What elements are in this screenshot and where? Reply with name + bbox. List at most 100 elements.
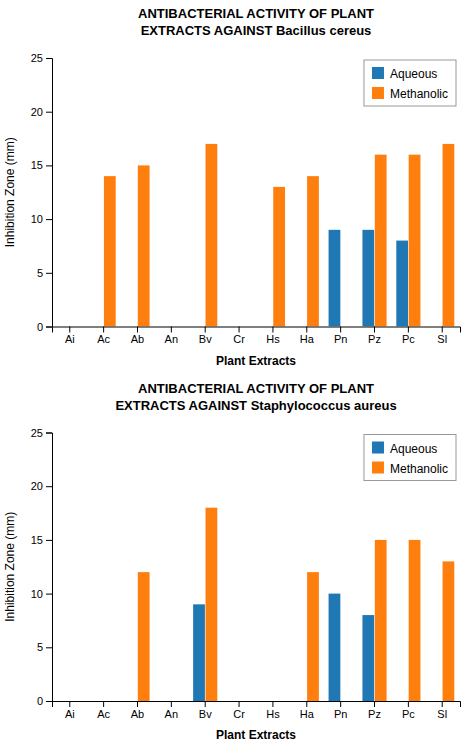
y-axis-line xyxy=(46,433,53,702)
x-tick: An xyxy=(165,327,178,346)
series xyxy=(138,508,454,701)
bar xyxy=(273,187,285,327)
bar xyxy=(430,701,442,702)
x-tick-label: Bv xyxy=(199,708,212,720)
y-tick-mark xyxy=(46,112,52,113)
bar xyxy=(104,176,116,326)
bar xyxy=(70,701,82,702)
y-tick-mark xyxy=(46,486,52,487)
x-tick-mark xyxy=(374,327,375,333)
x-tick-label: Ab xyxy=(131,333,144,345)
bar xyxy=(138,165,150,326)
bar xyxy=(295,701,307,702)
bar xyxy=(70,326,82,327)
bar xyxy=(273,701,285,702)
bar xyxy=(362,615,374,701)
x-tick: Bv xyxy=(199,701,212,720)
x-tick-mark xyxy=(171,327,172,333)
y-tick-mark xyxy=(46,540,52,541)
legend-label: Aqueous xyxy=(390,442,437,456)
bar xyxy=(104,701,116,702)
bar xyxy=(193,604,205,701)
y-tick: 25 xyxy=(31,427,52,439)
x-tick: Ai xyxy=(65,701,75,720)
bar xyxy=(172,701,184,702)
y-tick-label: 25 xyxy=(31,427,43,439)
title: ANTIBACTERIAL ACTIVITY OF PLANT xyxy=(138,6,374,21)
panel: ANTIBACTERIAL ACTIVITY OF PLANTEXTRACTS … xyxy=(3,381,461,743)
bar xyxy=(92,701,104,702)
bar xyxy=(307,176,319,326)
x-tick-mark xyxy=(442,701,443,707)
x-tick: Ab xyxy=(131,701,144,720)
x-tick-mark xyxy=(205,701,206,707)
legend-label: Aqueous xyxy=(390,67,437,81)
x-tick-label: An xyxy=(165,333,178,345)
x-tick-mark xyxy=(442,327,443,333)
y-tick-mark xyxy=(46,219,52,220)
title: EXTRACTS AGAINST Staphylococcus aureus xyxy=(115,398,396,413)
y-axis-title: Inhibition Zone (mm) xyxy=(3,137,17,247)
legend-frame xyxy=(364,60,456,106)
bar xyxy=(227,326,239,327)
plot: 0510152025AiAcAbAnBvCrHsHaPnPzPcSlPlant … xyxy=(3,52,461,367)
x-tick-label: Sl xyxy=(437,708,447,720)
x-tick-mark xyxy=(340,701,341,707)
bar xyxy=(193,326,205,327)
title: EXTRACTS AGAINST Bacillus cereus xyxy=(141,23,372,38)
y-tick-label: 5 xyxy=(37,641,43,653)
y-tick-label: 0 xyxy=(37,321,43,333)
bar xyxy=(375,155,387,327)
bar xyxy=(58,326,70,327)
x-tick-label: Cr xyxy=(233,333,245,345)
bar xyxy=(409,540,421,701)
bar xyxy=(92,326,104,327)
bars xyxy=(104,144,454,327)
x-tick: Pc xyxy=(402,327,415,346)
x-tick: Ai xyxy=(65,327,75,346)
x-tick-mark xyxy=(205,327,206,333)
x-tick: Hs xyxy=(266,327,280,346)
y-tick-mark xyxy=(46,165,52,166)
bar xyxy=(430,326,442,327)
bar xyxy=(362,230,374,327)
x-tick: Cr xyxy=(233,327,245,346)
y-tick-label: 20 xyxy=(31,106,43,118)
y-tick-label: 10 xyxy=(31,213,43,225)
y-tick-label: 15 xyxy=(31,159,43,171)
bar xyxy=(396,241,408,327)
x-tick-label: Hs xyxy=(266,708,280,720)
y-tick-label: 0 xyxy=(37,695,43,707)
y-tick: 10 xyxy=(31,213,52,225)
x-tick-label: Pz xyxy=(368,333,381,345)
x-tick-mark xyxy=(171,701,172,707)
bar xyxy=(159,701,171,702)
legend-label: Methanolic xyxy=(390,87,448,101)
y-tick: 5 xyxy=(37,641,52,653)
bar xyxy=(443,561,455,701)
legend-label: Methanolic xyxy=(390,462,448,476)
bar xyxy=(329,230,341,327)
x-tick-mark xyxy=(69,327,70,333)
y-tick-label: 25 xyxy=(31,52,43,64)
bar xyxy=(341,701,353,702)
legend-frame xyxy=(364,435,456,481)
x-tick-label: Ac xyxy=(97,708,110,720)
x-tick-mark xyxy=(103,701,104,707)
x-tick-label: Sl xyxy=(437,333,447,345)
bar xyxy=(125,326,137,327)
y-tick-label: 5 xyxy=(37,267,43,279)
x-tick-mark xyxy=(374,701,375,707)
x-axis-title: Plant Extracts xyxy=(216,354,296,368)
y-tick-label: 15 xyxy=(31,534,43,546)
x-axis-line xyxy=(53,327,461,333)
series xyxy=(329,230,408,327)
panel: ANTIBACTERIAL ACTIVITY OF PLANT EXTRACTS … xyxy=(3,6,461,368)
y-axis: 0 5 10 15 20 25 xyxy=(31,52,53,333)
y-axis-title: Inhibition Zone (mm) xyxy=(3,512,17,622)
x-tick: Ac xyxy=(97,327,110,346)
x-tick: Hs xyxy=(266,701,280,720)
x-tick-mark xyxy=(137,701,138,707)
bar xyxy=(443,144,455,327)
y-tick: 15 xyxy=(31,534,52,546)
